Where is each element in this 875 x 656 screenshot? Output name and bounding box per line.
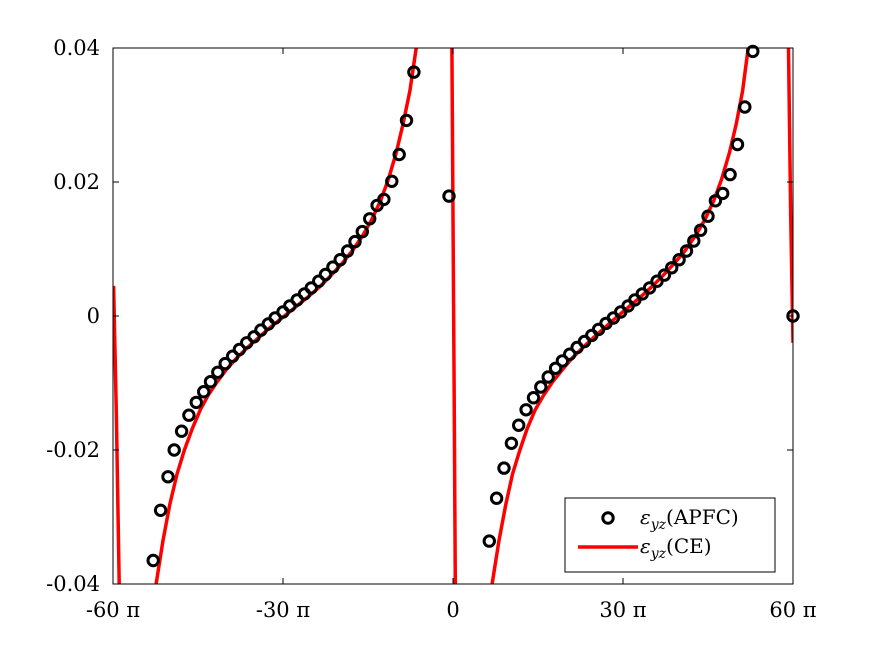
apfc-point-71	[723, 167, 737, 182]
y-tick-label: 0.02	[53, 170, 100, 194]
apfc-point-4	[174, 424, 189, 438]
apfc-point-35	[399, 113, 414, 128]
apfc-point-8	[203, 375, 218, 389]
ce-curve-segment-0	[113, 285, 121, 584]
apfc-point-1	[153, 503, 168, 517]
apfc-point-24	[318, 267, 333, 282]
apfc-point-29	[355, 224, 369, 239]
apfc-point-41	[504, 436, 519, 450]
apfc-point-45	[534, 380, 548, 394]
apfc-point-37	[442, 189, 456, 203]
apfc-point-14	[247, 330, 261, 344]
apfc-point-66	[687, 234, 701, 248]
y-tick-label: -0.02	[46, 438, 100, 462]
apfc-point-48	[555, 354, 570, 368]
apfc-point-40	[497, 461, 511, 475]
apfc-point-26	[333, 253, 347, 267]
legend-box	[564, 497, 776, 573]
apfc-point-6	[189, 395, 204, 410]
apfc-point-74	[746, 44, 760, 59]
apfc-point-46	[541, 370, 555, 384]
x-tick-label: 0	[446, 598, 459, 622]
apfc-point-3	[167, 443, 181, 457]
apfc-point-25	[326, 260, 340, 274]
legend-marker-apfc	[601, 511, 615, 525]
ce-curve-segment-2	[450, 48, 458, 584]
apfc-point-72	[730, 137, 745, 152]
apfc-point-12	[232, 342, 247, 357]
apfc-point-27	[340, 244, 355, 258]
legend-label-apfc: εyz(APFC)	[640, 505, 739, 533]
apfc-point-39	[489, 491, 504, 505]
tick-layer: -60 π -30 π 0 30 π 60 π -0.04 -0.02 0 0.02 0.04	[46, 36, 817, 622]
apfc-point-63	[665, 261, 679, 275]
apfc-point-23	[312, 274, 326, 288]
legend: εyz(APFC) εyz(CE)	[564, 497, 776, 573]
x-tick-label: -30 π	[256, 598, 310, 622]
apfc-point-0	[146, 553, 160, 568]
apfc-point-65	[679, 244, 694, 258]
apfc-point-73	[738, 100, 752, 114]
apfc-point-70	[716, 186, 730, 201]
apfc-point-34	[392, 147, 406, 162]
apfc-point-28	[348, 234, 362, 249]
apfc-point-68	[701, 209, 715, 223]
y-tick-label: 0	[87, 304, 100, 328]
apfc-point-30	[363, 212, 377, 226]
apfc-point-33	[385, 174, 399, 189]
apfc-point-44	[526, 391, 541, 405]
apfc-point-43	[519, 403, 533, 417]
apfc-point-9	[211, 365, 225, 379]
ce-curve-segment-4	[786, 48, 793, 343]
apfc-point-32	[377, 192, 391, 207]
apfc-point-67	[693, 223, 708, 237]
apfc-point-5	[182, 408, 196, 422]
x-tick-label: 30 π	[599, 598, 646, 622]
apfc-point-10	[218, 356, 232, 371]
y-tick-label: 0.04	[53, 36, 100, 60]
apfc-point-69	[708, 194, 723, 208]
apfc-point-62	[657, 268, 672, 282]
apfc-point-42	[512, 418, 526, 432]
apfc-point-64	[672, 253, 686, 267]
x-tick-label: -60 π	[86, 598, 140, 622]
y-tick-label: -0.04	[46, 572, 100, 596]
x-tick-label: 60 π	[769, 598, 816, 622]
apfc-point-60	[642, 281, 657, 295]
apfc-point-22	[304, 281, 318, 295]
apfc-point-49	[563, 347, 577, 361]
apfc-point-38	[482, 534, 496, 548]
apfc-point-47	[548, 361, 563, 375]
legend-label-ce: εyz(CE)	[640, 534, 712, 562]
apfc-point-11	[225, 349, 240, 363]
apfc-point-36	[407, 65, 421, 79]
apfc-point-2	[161, 470, 175, 484]
apfc-point-7	[197, 385, 211, 399]
marker-layer	[146, 44, 800, 568]
